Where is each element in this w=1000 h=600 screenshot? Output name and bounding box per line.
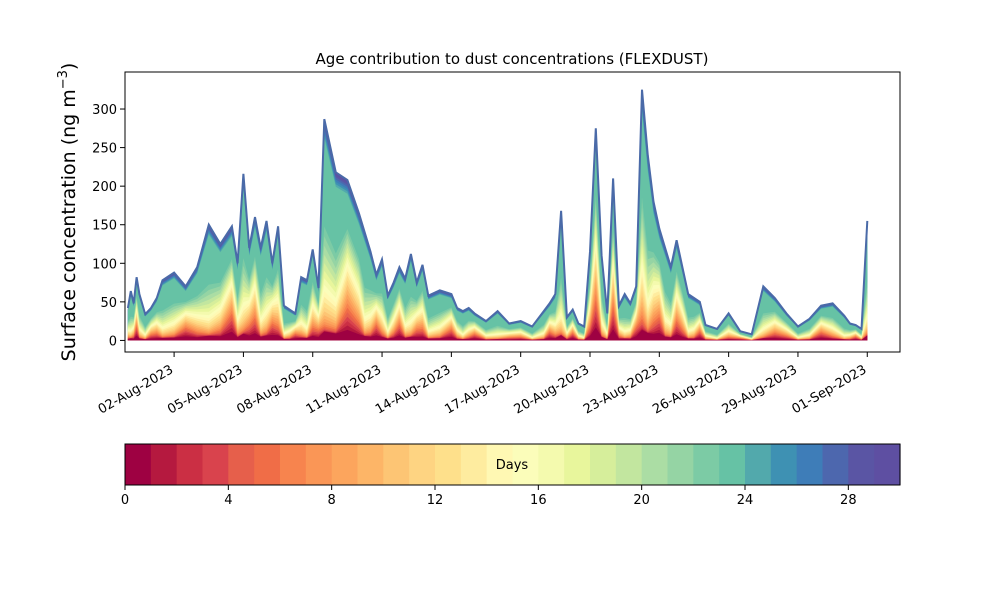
colorbar-cell-14 — [486, 444, 514, 485]
colorbar-tick-label: 24 — [737, 493, 754, 508]
y-axis-label: Surface concentration (ng m−3) — [56, 63, 80, 362]
age-area-layers — [127, 89, 868, 341]
colorbar-cell-2 — [176, 444, 204, 485]
y-tick-label: 100 — [92, 257, 117, 272]
colorbar-cells — [125, 444, 901, 485]
colorbar-cell-29 — [874, 444, 901, 485]
colorbar-tick-label: 20 — [633, 493, 650, 508]
colorbar-cell-12 — [435, 444, 462, 485]
colorbar-cell-18 — [590, 444, 617, 485]
plot-frame — [124, 71, 901, 353]
y-tick-label: 150 — [92, 219, 117, 234]
colorbar-label: Days — [496, 458, 529, 473]
age-layer-2 — [127, 316, 868, 341]
colorbar-cell-17 — [564, 444, 591, 485]
colorbar-cell-26 — [796, 444, 824, 485]
y-tick-label: 200 — [92, 180, 117, 195]
colorbar-cell-24 — [745, 444, 772, 485]
y-tick-label: 50 — [100, 296, 117, 311]
colorbar-cell-10 — [383, 444, 410, 485]
y-axis-label-main: Surface concentration (ng m — [58, 89, 80, 361]
colorbar-cell-13 — [460, 444, 488, 485]
colorbar-cell-15 — [512, 444, 539, 485]
colorbar-cell-28 — [848, 444, 875, 485]
total-concentration-line — [126, 89, 869, 336]
age-layer-1 — [127, 322, 868, 341]
colorbar-cell-19 — [615, 444, 643, 485]
colorbar-cell-27 — [822, 444, 849, 485]
colorbar-tick-label: 8 — [328, 493, 336, 508]
colorbar-tick-label: 12 — [427, 493, 444, 508]
colorbar-cell-11 — [409, 444, 436, 485]
colorbar-cell-8 — [331, 444, 359, 485]
colorbar-cell-25 — [770, 444, 798, 485]
colorbar-cell-6 — [280, 444, 307, 485]
colorbar-cell-3 — [202, 444, 229, 485]
age-colorbar: Days 0 4 8 12 16 20 24 28 — [121, 443, 901, 508]
y-axis-label-superscript: −3 — [56, 70, 71, 89]
colorbar-cell-5 — [254, 444, 281, 485]
age-layer-0 — [127, 327, 868, 341]
y-axis-label-close: ) — [58, 63, 80, 70]
colorbar-cell-16 — [538, 444, 565, 485]
y-tick-label: 300 — [92, 103, 117, 118]
colorbar-tick-label: 28 — [840, 493, 857, 508]
y-tick-label: 0 — [109, 334, 117, 349]
y-tick-label: 250 — [92, 142, 117, 157]
colorbar-frame — [124, 443, 901, 486]
colorbar-cell-0 — [125, 444, 152, 485]
y-axis-ticks: 0 50 100 150 200 250 300 — [92, 103, 125, 349]
colorbar-cell-23 — [719, 444, 746, 485]
colorbar-cell-9 — [357, 444, 384, 485]
colorbar-cell-20 — [641, 444, 669, 485]
age-layer-3 — [127, 311, 868, 341]
colorbar-cell-4 — [228, 444, 255, 485]
colorbar-tick-label: 4 — [224, 493, 232, 508]
colorbar-tick-label: 16 — [530, 493, 547, 508]
colorbar-ticks: 0 4 8 12 16 20 24 28 — [121, 485, 857, 508]
colorbar-cell-1 — [150, 444, 178, 485]
chart-title: Age contribution to dust concentrations … — [316, 50, 709, 68]
colorbar-cell-21 — [667, 444, 694, 485]
colorbar-tick-label: 0 — [121, 493, 129, 508]
colorbar-cell-22 — [693, 444, 720, 485]
colorbar-cell-7 — [305, 444, 333, 485]
